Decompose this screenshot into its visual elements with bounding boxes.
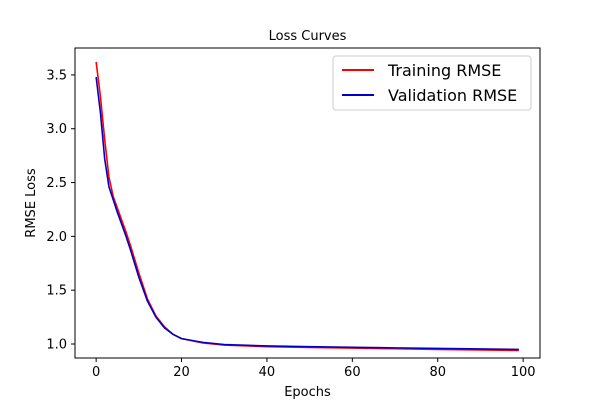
legend: Training RMSE Validation RMSE [332, 55, 532, 111]
legend-frame [332, 55, 532, 111]
y-tick-label: 1.0 [46, 338, 67, 353]
chart-title: Loss Curves [269, 29, 347, 44]
y-axis-label: RMSE Loss [24, 168, 39, 238]
y-tick-label: 3.0 [46, 122, 67, 137]
plot-area [74, 47, 541, 359]
y-axis-ticks: 1.0 1.5 2.0 2.5 3.0 3.5 [46, 68, 75, 353]
y-tick-label: 3.5 [46, 68, 67, 83]
x-tick-label: 20 [173, 365, 190, 380]
y-tick-label: 1.5 [46, 284, 67, 299]
legend-label-training: Training RMSE [387, 61, 501, 80]
y-tick-label: 2.0 [46, 230, 67, 245]
x-tick-label: 80 [429, 365, 446, 380]
plot-frame [74, 47, 541, 359]
x-tick-label: 40 [259, 365, 276, 380]
legend-label-validation: Validation RMSE [388, 86, 517, 105]
x-tick-label: 60 [344, 365, 361, 380]
x-tick-label: 0 [92, 365, 100, 380]
x-axis-ticks: 0 20 40 60 80 100 [92, 358, 536, 380]
y-tick-label: 2.5 [46, 176, 67, 191]
series-layer [95, 61, 519, 352]
x-axis-label: Epochs [284, 385, 331, 400]
x-tick-label: 100 [511, 365, 536, 380]
series-line-1 [95, 76, 519, 351]
